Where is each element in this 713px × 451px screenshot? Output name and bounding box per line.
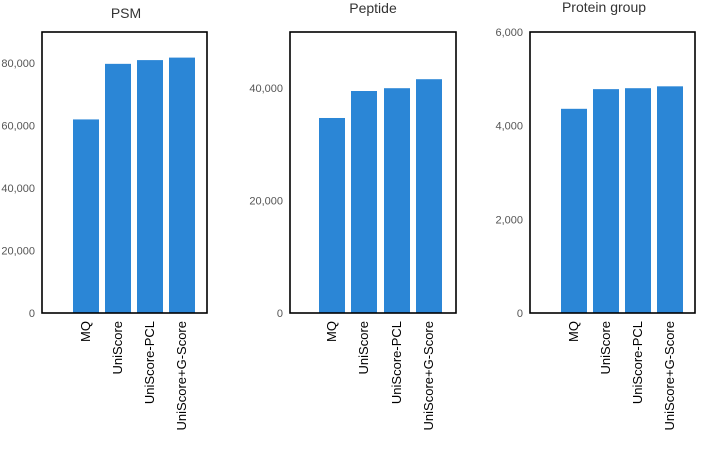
peptide-bar-uniscore — [351, 91, 377, 313]
protein-group-category-label-uniscore-plus-g-score: UniScore+G-Score — [662, 321, 677, 430]
peptide-category-label-uniscore-plus-g-score: UniScore+G-Score — [421, 321, 436, 430]
protein-group-chart: Protein group 0 2,000 4,000 6,000 MQ UniScore U… — [495, 0, 696, 430]
psm-category-label-uniscore-pcl: UniScore-PCL — [142, 321, 157, 404]
peptide-plot-frame — [289, 31, 457, 314]
peptide-chart: Peptide 0 20,000 40,000 MQ UniScore UniScore-P… — [249, 0, 457, 430]
psm-category-label-uniscore: UniScore — [110, 321, 125, 374]
peptide-bar-uniscore-plus-g-score — [416, 79, 442, 313]
psm-bar-uniscore-plus-g-score — [169, 57, 195, 314]
peptide-y-tick-label: 0 — [277, 308, 283, 320]
peptide-bar-mq — [319, 117, 345, 314]
peptide-y-tick-label: 20,000 — [249, 196, 283, 208]
protein-group-bar-uniscore — [593, 89, 619, 314]
psm-chart: PSM 0 20,000 40,000 60,000 80,000 MQ UniScore Un… — [1, 5, 208, 430]
psm-chart-title: PSM — [111, 5, 141, 21]
peptide-chart-title: Peptide — [349, 0, 397, 16]
protein-group-bar-mq — [561, 108, 587, 313]
psm-y-tick-label: 0 — [29, 308, 35, 320]
protein-group-bar-uniscore-pcl — [625, 88, 651, 313]
protein-group-y-tick-label: 4,000 — [495, 121, 523, 133]
psm-category-label-uniscore-plus-g-score: UniScore+G-Score — [174, 321, 189, 430]
protein-group-plot-frame — [529, 31, 696, 314]
psm-bar-mq — [73, 119, 99, 313]
peptide-category-label-mq: MQ — [324, 321, 339, 342]
psm-category-label-mq: MQ — [78, 321, 93, 342]
psm-plot-frame — [41, 31, 208, 314]
peptide-bar-uniscore-pcl — [384, 88, 410, 313]
psm-bar-uniscore — [105, 63, 131, 314]
psm-y-tick-label: 80,000 — [1, 58, 35, 70]
protein-group-bar-uniscore-plus-g-score — [657, 86, 683, 314]
protein-group-y-tick-label: 2,000 — [495, 214, 523, 226]
protein-group-category-label-uniscore-pcl: UniScore-PCL — [630, 321, 645, 404]
peptide-y-tick-label: 40,000 — [249, 83, 283, 95]
protein-group-chart-title: Protein group — [562, 0, 646, 15]
psm-y-tick-label: 40,000 — [1, 183, 35, 195]
psm-y-tick-label: 20,000 — [1, 246, 35, 258]
peptide-category-label-uniscore-pcl: UniScore-PCL — [389, 321, 404, 404]
protein-group-category-label-uniscore: UniScore — [598, 321, 613, 374]
psm-bar-uniscore-pcl — [137, 60, 163, 313]
protein-group-y-tick-label: 0 — [517, 308, 523, 320]
protein-group-y-tick-label: 6,000 — [495, 27, 523, 39]
psm-y-tick-label: 60,000 — [1, 121, 35, 133]
peptide-category-label-uniscore: UniScore — [356, 321, 371, 374]
protein-group-category-label-mq: MQ — [566, 321, 581, 342]
